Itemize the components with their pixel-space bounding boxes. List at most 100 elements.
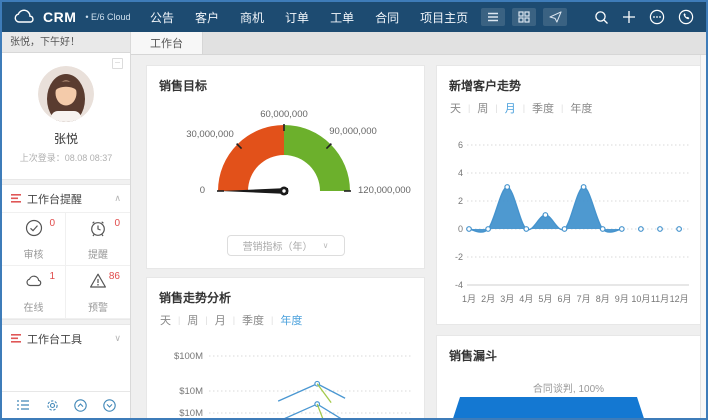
panel-title: 新增客户走势	[449, 79, 522, 93]
range-tab-天[interactable]: 天	[450, 103, 461, 115]
reminder-label: 预警	[88, 302, 108, 314]
reminder-item-提醒[interactable]: 0 提醒	[66, 213, 130, 266]
tab-separator: |	[205, 315, 208, 325]
badge-count: 0	[114, 218, 120, 229]
menu-item-商机[interactable]: 商机	[240, 10, 265, 25]
user-name: 张悦	[53, 132, 78, 146]
search-icon[interactable]	[594, 10, 609, 25]
reminder-grid: 0 审核 0 提醒 1 在线 86 预警	[2, 212, 130, 319]
sidebar-section-reminders[interactable]: 工作台提醒 ∧	[2, 185, 130, 212]
svg-text:$10M: $10M	[179, 386, 203, 397]
range-tabs: 天 | 周 | 月 | 季度 | 年度	[450, 100, 592, 116]
svg-text:11月: 11月	[651, 294, 669, 304]
svg-text:2月: 2月	[481, 294, 495, 304]
gear-icon[interactable]	[46, 399, 59, 412]
brand[interactable]: CRM • E/6 Cloud	[12, 9, 132, 25]
svg-text:6月: 6月	[557, 294, 571, 304]
tab-separator: |	[495, 103, 498, 113]
panel-funnel: 销售漏斗 合同谈判, 100%	[436, 335, 701, 418]
menu-item-订单[interactable]: 订单	[285, 10, 310, 25]
svg-text:-2: -2	[455, 252, 463, 262]
more-circle-icon[interactable]	[649, 9, 665, 25]
circle-down-icon[interactable]	[103, 398, 116, 412]
svg-text:0: 0	[458, 224, 463, 234]
navbar-quick-buttons	[481, 8, 568, 26]
sidebar: 张悦，下午好！ 张悦 上次	[2, 32, 131, 418]
gauge-tick-label: 90,000,000	[329, 126, 377, 137]
sidebar-footer	[2, 391, 130, 418]
svg-text:3月: 3月	[500, 294, 514, 304]
tab-separator: |	[561, 103, 564, 113]
range-tab-周[interactable]: 周	[187, 315, 199, 327]
svg-text:4: 4	[458, 168, 463, 178]
chevron-down-icon[interactable]: ∨	[114, 333, 121, 343]
range-tab-月[interactable]: 月	[214, 315, 226, 327]
plus-icon[interactable]	[622, 10, 636, 24]
panel-title: 销售漏斗	[449, 349, 498, 363]
tab-separator: |	[232, 315, 236, 325]
range-tab-月[interactable]: 月	[504, 103, 516, 115]
menu-item-公告[interactable]: 公告	[150, 10, 175, 25]
menu-lines-icon[interactable]	[481, 8, 506, 26]
menu-item-客户[interactable]: 客户	[195, 10, 220, 25]
scrollbar[interactable]	[700, 55, 706, 418]
reminder-item-预警[interactable]: 86 预警	[66, 266, 130, 319]
panel-sales-trend: 销售走势分析 天 | 周 | 月 | 季度 | 年度 $100M $10M $10M	[146, 277, 425, 418]
svg-text:12月: 12月	[670, 294, 689, 304]
check-circle-icon	[24, 218, 44, 243]
phone-circle-icon[interactable]	[678, 9, 694, 25]
svg-text:10月: 10月	[631, 294, 650, 304]
svg-text:1月: 1月	[462, 294, 476, 304]
svg-text:7月: 7月	[577, 294, 591, 304]
metric-selector-value: 营销指标（年）	[242, 242, 313, 253]
sidebar-section-tools[interactable]: 工作台工具 ∨	[2, 325, 130, 352]
menu-item-合同[interactable]: 合同	[375, 10, 400, 25]
avatar[interactable]	[38, 66, 94, 122]
panel-title: 销售目标	[159, 79, 208, 93]
circle-up-icon[interactable]	[74, 398, 88, 412]
svg-text:8月: 8月	[596, 294, 610, 304]
range-tab-季度[interactable]: 季度	[532, 103, 555, 115]
tab-separator: |	[468, 103, 471, 113]
metric-selector[interactable]: 营销指标（年） ∨	[226, 235, 345, 256]
profile-card: 张悦 上次登录：08.08 08:37	[2, 53, 130, 179]
gauge-tick-label: 120,000,000	[358, 185, 411, 196]
list-icon[interactable]	[16, 399, 30, 411]
calendar-icon[interactable]	[112, 58, 123, 69]
cloud-icon	[24, 271, 44, 296]
gauge-tick-label: 30,000,000	[186, 129, 234, 140]
reminder-label: 审核	[23, 249, 44, 261]
chevron-up-icon[interactable]: ∧	[114, 193, 121, 203]
reminder-item-在线[interactable]: 1 在线	[2, 266, 66, 319]
menu-item-工单[interactable]: 工单	[330, 10, 355, 25]
sales-trend-chart: $100M $10M $10M	[174, 351, 413, 418]
last-login: 上次登录：08.08 08:37	[19, 153, 113, 163]
reminder-item-审核[interactable]: 0 审核	[2, 213, 66, 266]
gauge-tick-label: 60,000,000	[260, 109, 308, 120]
navbar-right-icons	[594, 9, 696, 25]
range-tab-年度[interactable]: 年度	[570, 103, 593, 115]
range-tab-天[interactable]: 天	[160, 315, 171, 327]
brand-suffix: • E/6 Cloud	[85, 12, 131, 22]
panel-title: 销售走势分析	[159, 291, 232, 305]
range-tab-年度[interactable]: 年度	[280, 315, 303, 327]
tab-workspace[interactable]: 工作台	[131, 32, 203, 54]
range-tab-周[interactable]: 周	[477, 103, 489, 115]
divider	[2, 319, 130, 325]
tab-separator: |	[522, 103, 526, 113]
grid-icon[interactable]	[512, 8, 537, 26]
red-list-icon	[11, 334, 21, 343]
range-tab-季度[interactable]: 季度	[242, 315, 265, 327]
top-navbar: CRM • E/6 Cloud 公告 客户 商机 订单 工单 合同 项目主页	[2, 2, 706, 32]
tab-separator: |	[178, 315, 181, 325]
panel-sales-target: 销售目标 0 30,000,000 60,000,000 90,000,000 …	[146, 65, 425, 269]
section-title: 工作台提醒	[27, 193, 82, 206]
menu-item-项目主页[interactable]: 项目主页	[420, 10, 469, 25]
badge-count: 1	[49, 271, 55, 282]
reminder-label: 提醒	[88, 249, 108, 261]
greeting-bar: 张悦，下午好！	[2, 32, 130, 53]
brand-name: CRM	[43, 9, 77, 25]
svg-text:6: 6	[458, 140, 463, 150]
send-icon[interactable]	[543, 8, 568, 26]
